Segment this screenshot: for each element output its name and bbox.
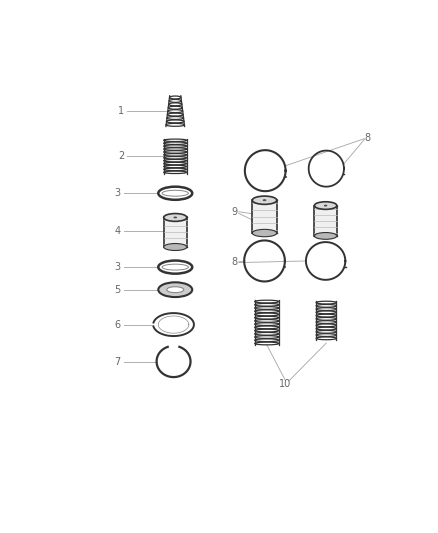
Text: 2: 2 [118, 151, 124, 161]
Ellipse shape [314, 232, 337, 239]
Text: 6: 6 [114, 320, 120, 329]
Bar [314, 206, 337, 236]
Ellipse shape [263, 200, 266, 201]
Text: 5: 5 [114, 285, 121, 295]
Ellipse shape [164, 214, 187, 221]
Ellipse shape [174, 217, 177, 218]
Text: 3: 3 [114, 188, 120, 198]
Text: 9: 9 [231, 207, 237, 217]
Text: 8: 8 [231, 257, 237, 267]
Text: 4: 4 [114, 227, 120, 237]
Text: 3: 3 [114, 262, 120, 272]
Bar [164, 217, 187, 247]
Ellipse shape [252, 196, 277, 204]
Ellipse shape [164, 244, 187, 251]
Text: 8: 8 [364, 133, 370, 143]
Ellipse shape [252, 229, 277, 237]
Text: 10: 10 [279, 379, 292, 389]
Ellipse shape [324, 205, 327, 206]
Ellipse shape [158, 282, 192, 297]
Text: 1: 1 [118, 106, 124, 116]
Ellipse shape [314, 202, 337, 209]
Bar [252, 200, 277, 233]
Ellipse shape [167, 287, 184, 293]
Text: 7: 7 [114, 357, 121, 367]
